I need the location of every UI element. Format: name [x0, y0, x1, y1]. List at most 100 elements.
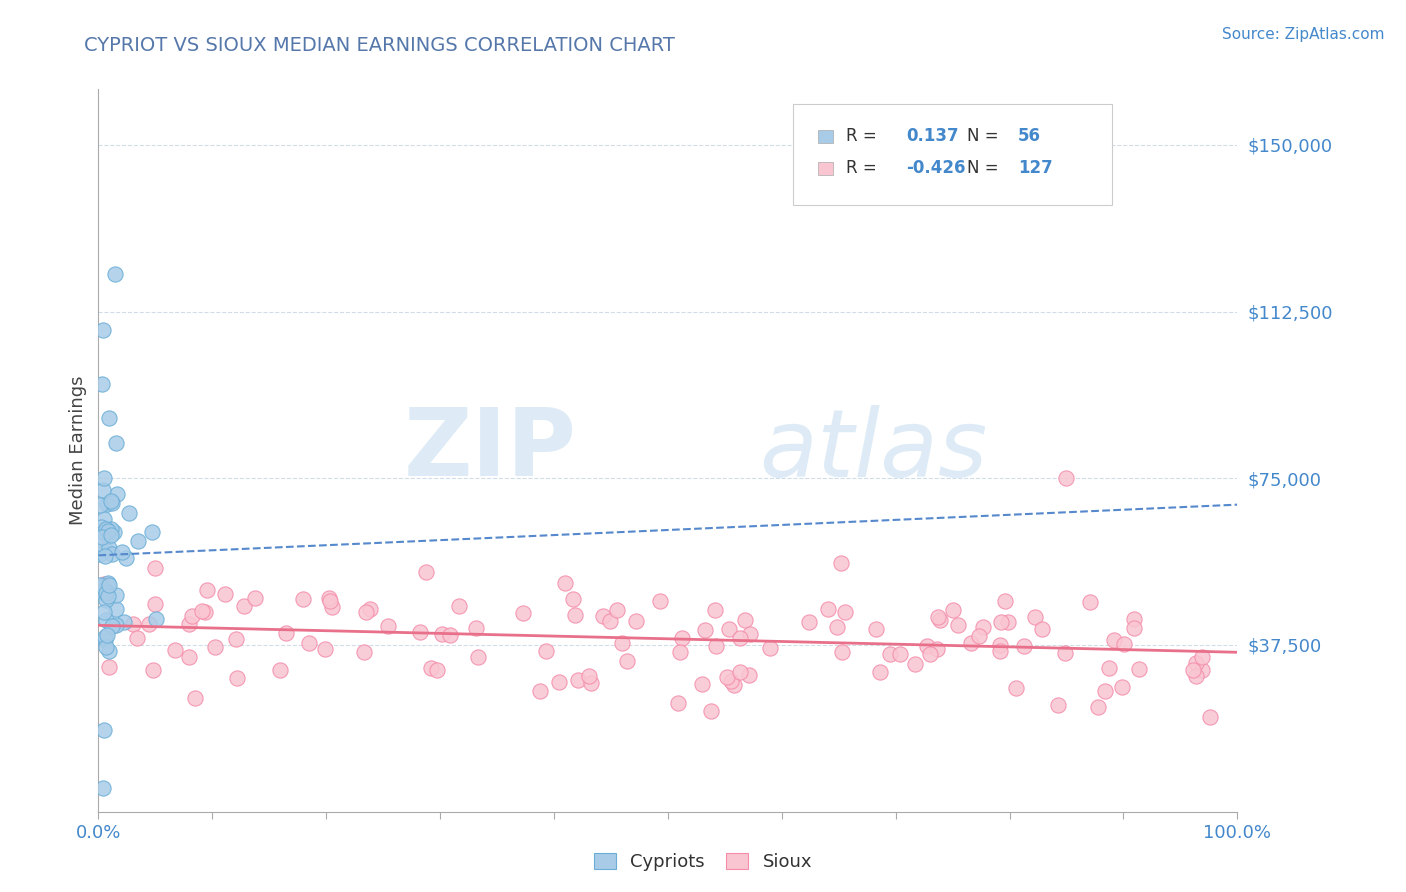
- Point: [105, 487, 128, 501]
- Legend: Cypriots, Sioux: Cypriots, Sioux: [586, 846, 820, 879]
- Point: [100, 522, 122, 536]
- Point: [929, 614, 952, 628]
- Text: N =: N =: [967, 127, 998, 145]
- Point: [671, 631, 693, 645]
- Text: R =: R =: [846, 159, 877, 177]
- Point: [415, 565, 437, 579]
- Point: [138, 617, 160, 632]
- Point: [1087, 699, 1109, 714]
- Point: [122, 617, 145, 632]
- Point: [177, 617, 200, 632]
- Text: Source: ZipAtlas.com: Source: ZipAtlas.com: [1222, 27, 1385, 42]
- Text: 127: 127: [1018, 159, 1053, 177]
- Point: [94, 631, 117, 645]
- Point: [105, 601, 128, 615]
- Point: [318, 591, 340, 606]
- Point: [959, 636, 981, 650]
- Text: -0.426: -0.426: [907, 159, 966, 177]
- Point: [165, 642, 187, 657]
- Point: [534, 644, 557, 658]
- Point: [915, 639, 938, 653]
- Point: [723, 678, 745, 692]
- Point: [648, 593, 671, 607]
- Point: [298, 636, 321, 650]
- Point: [142, 663, 165, 677]
- Point: [292, 591, 315, 606]
- Point: [96, 628, 118, 642]
- Point: [830, 556, 852, 570]
- Point: [512, 607, 534, 621]
- Point: [1122, 611, 1144, 625]
- Point: [693, 624, 716, 638]
- Point: [567, 673, 589, 687]
- Point: [1185, 656, 1208, 670]
- Point: [194, 606, 217, 620]
- Point: [690, 677, 713, 691]
- Point: [409, 624, 432, 639]
- Point: [93, 723, 115, 738]
- Point: [728, 665, 751, 679]
- Point: [879, 647, 901, 661]
- Point: [91, 483, 114, 498]
- Point: [93, 781, 115, 796]
- Point: [592, 608, 614, 623]
- Point: [1078, 595, 1101, 609]
- Point: [96, 497, 118, 511]
- Point: [94, 543, 117, 558]
- Point: [214, 587, 236, 601]
- Point: [98, 410, 121, 425]
- Point: [184, 690, 207, 705]
- Point: [125, 631, 148, 645]
- Point: [93, 524, 115, 539]
- Point: [89, 578, 111, 592]
- Point: [104, 588, 127, 602]
- Point: [669, 645, 692, 659]
- Point: [925, 642, 948, 657]
- Point: [225, 632, 247, 647]
- Point: [927, 610, 949, 624]
- Point: [599, 615, 621, 629]
- Point: [93, 576, 115, 591]
- Point: [817, 602, 839, 616]
- Point: [225, 671, 247, 685]
- Point: [91, 377, 114, 392]
- Point: [529, 684, 551, 698]
- Point: [93, 549, 115, 563]
- Point: [377, 618, 399, 632]
- Point: [93, 471, 115, 485]
- Point: [972, 620, 994, 634]
- Point: [233, 599, 256, 614]
- Point: [359, 601, 381, 615]
- Point: [967, 629, 990, 643]
- Point: [141, 525, 163, 540]
- Point: [100, 494, 122, 508]
- Point: [1191, 650, 1213, 665]
- Point: [734, 613, 756, 627]
- Point: [718, 623, 741, 637]
- Point: [94, 584, 117, 599]
- Point: [439, 628, 461, 642]
- Point: [728, 631, 751, 645]
- Point: [1054, 646, 1077, 660]
- Point: [243, 591, 266, 605]
- Point: [990, 615, 1012, 629]
- Point: [562, 591, 585, 606]
- Point: [1112, 637, 1135, 651]
- Point: [97, 576, 120, 591]
- Point: [269, 663, 291, 677]
- Point: [942, 603, 965, 617]
- Point: [420, 660, 443, 674]
- Point: [1181, 663, 1204, 677]
- Point: [834, 605, 856, 619]
- Point: [426, 663, 449, 677]
- Point: [1054, 471, 1078, 485]
- Point: [94, 632, 117, 647]
- Point: [704, 603, 727, 617]
- Point: [606, 603, 628, 617]
- Text: R =: R =: [846, 127, 877, 145]
- Point: [195, 582, 218, 597]
- Point: [1185, 669, 1208, 683]
- Point: [89, 547, 111, 561]
- Point: [89, 585, 111, 599]
- Text: N =: N =: [967, 159, 998, 177]
